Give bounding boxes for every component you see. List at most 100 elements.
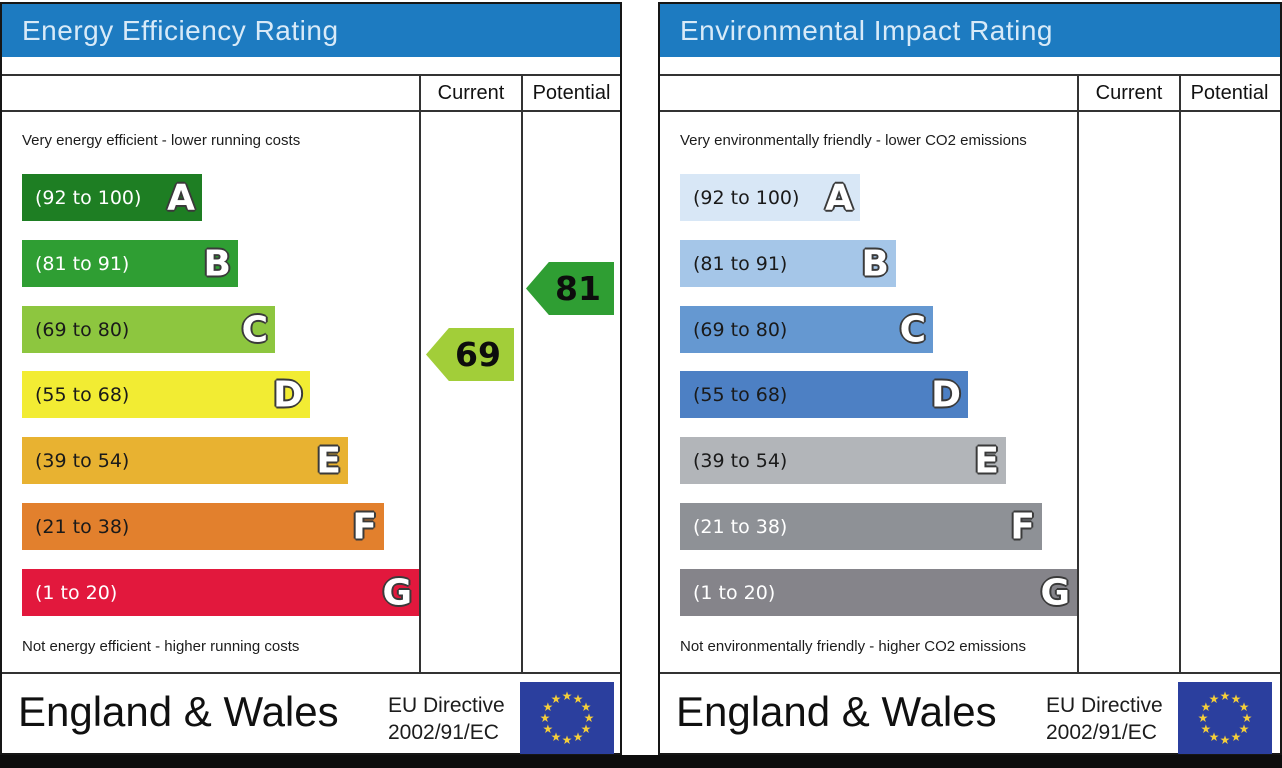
rating-band-A: (92 to 100) A: [680, 174, 860, 221]
eu-star-icon: ★: [580, 722, 592, 736]
eu-star-icon: ★: [550, 691, 562, 706]
eu-star-icon: ★: [583, 711, 595, 725]
eu-star-icon: ★: [572, 730, 584, 745]
eu-star-icon: ★: [1219, 733, 1231, 747]
eu-directive-text: EU Directive 2002/91/EC: [388, 692, 519, 746]
rating-band-B: (81 to 91) B: [22, 240, 238, 287]
eu-star-icon: ★: [1197, 711, 1209, 725]
potential-column-header: Potential: [532, 82, 611, 104]
eu-directive-line1: EU Directive: [1046, 694, 1163, 717]
band-grade-letter: B: [861, 243, 889, 284]
rating-band-C: (69 to 80) C: [22, 306, 275, 353]
band-range-label: (21 to 38): [35, 515, 130, 538]
eu-star-icon: ★: [1219, 689, 1231, 703]
eu-directive-line2: 2002/91/EC: [388, 721, 499, 744]
band-grade-letter: G: [382, 572, 412, 613]
header-row-divider: [660, 110, 1280, 112]
band-range-label: (69 to 80): [35, 318, 130, 341]
band-range-label: (39 to 54): [35, 449, 130, 472]
rating-band-G: (1 to 20) G: [680, 569, 1077, 616]
eu-star-icon: ★: [1200, 722, 1212, 736]
eu-directive-line2: 2002/91/EC: [1046, 721, 1157, 744]
potential-rating-value: 81: [555, 269, 601, 308]
rating-table-frame: [2, 74, 620, 674]
rating-band-D: (55 to 68) D: [22, 371, 310, 418]
eu-star-icon: ★: [561, 689, 573, 703]
eu-star-icon: ★: [542, 700, 554, 714]
top-note: Very energy efficient - lower running co…: [22, 132, 301, 149]
column-divider: [1179, 74, 1181, 674]
eu-star-icon: ★: [1230, 730, 1242, 745]
rating-band-F: (21 to 38) F: [22, 503, 384, 550]
panel-title-bar: Environmental Impact Rating: [660, 4, 1280, 57]
eu-star-icon: ★: [1208, 730, 1220, 745]
band-range-label: (81 to 91): [693, 252, 788, 275]
bottom-note: Not energy efficient - higher running co…: [22, 638, 300, 655]
eu-star-icon: ★: [572, 691, 584, 706]
energy-efficiency-panel: Energy Efficiency Rating Current Potenti…: [0, 2, 622, 755]
column-divider: [419, 74, 421, 674]
rating-band-E: (39 to 54) E: [680, 437, 1006, 484]
rating-table-frame: [660, 74, 1280, 674]
region-label: England & Wales: [676, 688, 997, 735]
potential-column-header: Potential: [1190, 82, 1269, 104]
band-range-label: (1 to 20): [35, 581, 118, 604]
column-divider: [521, 74, 523, 674]
band-range-label: (55 to 68): [693, 383, 788, 406]
rating-band-D: (55 to 68) D: [680, 371, 968, 418]
band-grade-letter: F: [1010, 506, 1035, 547]
band-range-label: (1 to 20): [693, 581, 776, 604]
header-row-divider: [2, 110, 620, 112]
eu-star-icon: ★: [1238, 722, 1250, 736]
band-grade-letter: F: [352, 506, 377, 547]
eu-flag-icon: ★ ★ ★ ★ ★ ★ ★ ★ ★ ★ ★ ★: [520, 682, 614, 754]
eu-flag-icon: ★ ★ ★ ★ ★ ★ ★ ★ ★ ★ ★ ★: [1178, 682, 1272, 754]
eu-star-icon: ★: [550, 730, 562, 745]
eu-star-icon: ★: [1238, 700, 1250, 714]
bottom-note: Not environmentally friendly - higher CO…: [680, 638, 1026, 655]
band-grade-letter: D: [273, 374, 303, 415]
top-note: Very environmentally friendly - lower CO…: [680, 132, 1027, 149]
band-range-label: (92 to 100): [35, 186, 142, 209]
rating-band-E: (39 to 54) E: [22, 437, 348, 484]
region-label: England & Wales: [18, 688, 339, 735]
panel-title: Environmental Impact Rating: [680, 14, 1054, 46]
band-range-label: (39 to 54): [693, 449, 788, 472]
band-range-label: (21 to 38): [693, 515, 788, 538]
band-grade-letter: B: [203, 243, 231, 284]
band-grade-letter: A: [167, 177, 195, 218]
eu-star-icon: ★: [542, 722, 554, 736]
eu-star-icon: ★: [1200, 700, 1212, 714]
band-grade-letter: D: [931, 374, 961, 415]
eu-directive-line1: EU Directive: [388, 694, 505, 717]
current-rating-value: 69: [455, 335, 501, 374]
band-grade-letter: G: [1040, 572, 1070, 613]
eu-star-icon: ★: [1241, 711, 1253, 725]
band-grade-letter: E: [974, 440, 999, 481]
band-grade-letter: C: [899, 309, 926, 350]
eu-star-icon: ★: [1230, 691, 1242, 706]
panel-title-bar: Energy Efficiency Rating: [2, 4, 620, 57]
column-divider: [1077, 74, 1079, 674]
rating-band-B: (81 to 91) B: [680, 240, 896, 287]
current-column-header: Current: [437, 82, 505, 104]
rating-band-C: (69 to 80) C: [680, 306, 933, 353]
eu-star-icon: ★: [580, 700, 592, 714]
band-range-label: (69 to 80): [693, 318, 788, 341]
rating-band-F: (21 to 38) F: [680, 503, 1042, 550]
band-range-label: (92 to 100): [693, 186, 800, 209]
eu-directive-text: EU Directive 2002/91/EC: [1046, 692, 1177, 746]
eu-star-icon: ★: [561, 733, 573, 747]
band-grade-letter: C: [241, 309, 268, 350]
band-grade-letter: E: [316, 440, 341, 481]
band-range-label: (81 to 91): [35, 252, 130, 275]
panel-title: Energy Efficiency Rating: [22, 14, 339, 46]
environmental-impact-panel: Environmental Impact Rating Current Pote…: [658, 2, 1282, 755]
rating-band-G: (1 to 20) G: [22, 569, 419, 616]
eu-star-icon: ★: [1208, 691, 1220, 706]
rating-band-A: (92 to 100) A: [22, 174, 202, 221]
eu-star-icon: ★: [539, 711, 551, 725]
band-range-label: (55 to 68): [35, 383, 130, 406]
band-grade-letter: A: [825, 177, 853, 218]
